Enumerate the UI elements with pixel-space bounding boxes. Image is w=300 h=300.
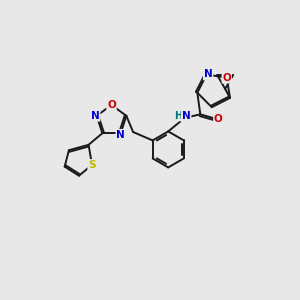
Text: O: O: [222, 73, 231, 83]
Text: N: N: [91, 111, 100, 121]
Text: S: S: [88, 160, 96, 170]
Text: H: H: [174, 110, 182, 121]
Text: N: N: [182, 111, 190, 122]
Text: N: N: [116, 130, 125, 140]
Text: O: O: [214, 114, 223, 124]
Text: O: O: [107, 100, 116, 110]
Text: N: N: [204, 70, 212, 80]
